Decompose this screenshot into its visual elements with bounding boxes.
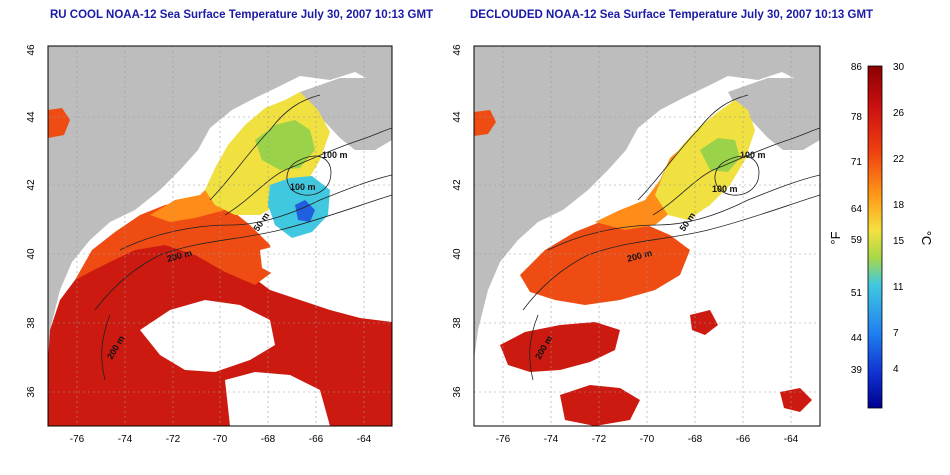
left-lon-axis: -76 -74 -72 -70 -68 -66 -64 [70,434,372,445]
right-map: 100 m 100 m 50 m 200 m 200 m [473,45,821,427]
left-lat-tick-38: 38 [26,317,37,329]
right-sst-red-patch-2 [560,385,640,426]
colorbar-c-tick-7: 7 [893,328,899,339]
right-lon-tick-74: -74 [544,434,559,445]
colorbar-f-tick-71: 71 [851,157,863,168]
left-land-island-left [48,108,70,138]
right-graticule [474,46,820,426]
right-lon-tick-70: -70 [640,434,655,445]
right-sst-red-patch-3 [690,310,718,335]
right-sst-red-patch-4 [780,388,812,412]
left-map-frame [47,45,393,427]
colorbar-c-tick-11: 11 [893,282,904,293]
left-sst-blue-speckle [295,200,315,222]
left-lon-tick-68: -68 [261,434,276,445]
left-cloud-1 [140,300,275,372]
left-nova-scotia-land [300,70,392,150]
left-lat-tick-44: 44 [26,111,37,123]
left-lon-tick-74: -74 [118,434,133,445]
colorbar-f-tick-51: 51 [851,288,863,299]
left-lon-tick-70: -70 [213,434,228,445]
right-sst-isle [474,110,496,136]
colorbar-c-tick-4: 4 [893,364,899,375]
colorbar-fahrenheit-label: °F [828,231,843,244]
colorbar-c-tick-15: 15 [893,236,905,247]
left-sst-green [255,120,315,170]
left-cloud-3 [225,372,330,426]
colorbar-c-tick-22: 22 [893,154,905,165]
right-lat-axis: 46 44 42 40 38 36 [452,44,463,398]
right-lon-tick-68: -68 [688,434,703,445]
right-nova-scotia-land [728,70,820,150]
colorbar-celsius-label: °C [919,231,934,246]
right-lat-tick-38: 38 [452,317,463,329]
colorbar-f-tick-39: 39 [851,365,863,376]
right-lon-tick-66: -66 [736,434,751,445]
right-lat-tick-42: 42 [452,179,463,191]
right-panel-title: DECLOUDED NOAA-12 Sea Surface Temperatur… [470,9,874,21]
colorbar-f-tick-78: 78 [851,112,863,123]
right-sst-green [700,138,740,172]
right-map-frame [473,45,821,427]
right-lat-tick-44: 44 [452,111,463,123]
left-land [48,46,392,360]
left-contour-label-2: 100 m [290,182,316,192]
right-lon-axis: -76 -74 -72 -70 -68 -66 -64 [496,434,799,445]
colorbar-gradient [867,65,883,409]
right-lon-tick-64: -64 [784,434,799,445]
right-contour-label-1: 100 m [740,150,766,160]
left-lat-tick-42: 42 [26,179,37,191]
colorbar-f-tick-44: 44 [851,333,863,344]
left-map: 100 m 100 m 50 m 200 m 200 m [47,45,393,427]
left-sst-orange-red [75,200,275,285]
left-lon-tick-76: -76 [70,434,85,445]
left-lat-axis: 46 44 42 40 38 36 [26,44,37,398]
left-lon-tick-66: -66 [309,434,324,445]
right-land [474,46,820,360]
colorbar-f-tick-86: 86 [851,62,863,73]
right-lat-tick-40: 40 [452,248,463,260]
colorbar-c-tick-30: 30 [893,62,905,73]
left-lat-tick-40: 40 [26,248,37,260]
left-panel-title: RU COOL NOAA-12 Sea Surface Temperature … [50,9,434,21]
right-lat-tick-36: 36 [452,386,463,398]
right-lat-tick-46: 46 [452,44,463,56]
left-lat-tick-46: 46 [26,44,37,56]
right-sst-orange-red [520,220,690,305]
left-graticule [48,46,392,426]
right-lon-tick-76: -76 [496,434,511,445]
colorbar-c-tick-26: 26 [893,108,905,119]
left-lon-tick-72: -72 [166,434,181,445]
left-lon-tick-64: -64 [357,434,372,445]
right-contour-label-2: 100 m [712,184,738,194]
left-contour-label-1: 100 m [322,150,348,160]
left-lat-tick-36: 36 [26,386,37,398]
right-lon-tick-72: -72 [592,434,607,445]
colorbar-c-tick-18: 18 [893,200,905,211]
colorbar: 86 78 71 64 59 51 44 39 30 26 22 18 15 1… [828,62,934,409]
colorbar-f-tick-59: 59 [851,235,863,246]
colorbar-f-tick-64: 64 [851,204,863,215]
right-bathymetry-contours [522,94,820,381]
